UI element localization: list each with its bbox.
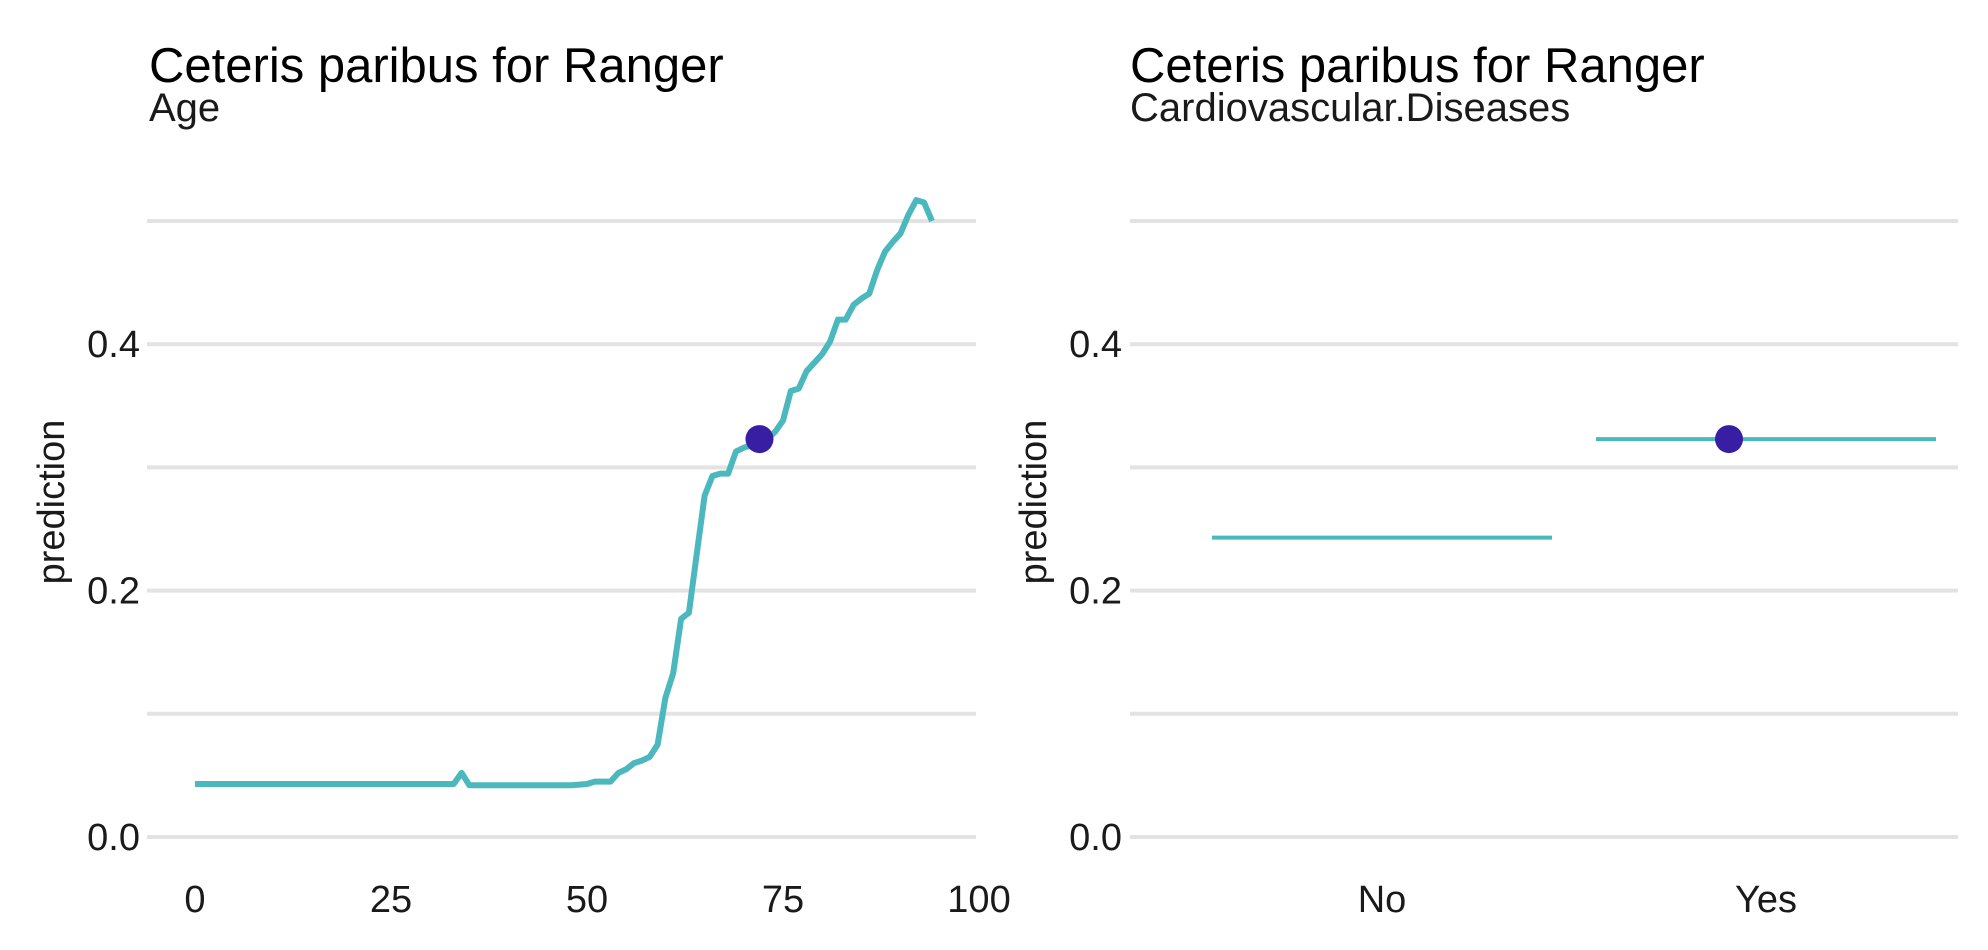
y-tick-label: 0.2 bbox=[1069, 571, 1122, 613]
x-tick-label: No bbox=[1358, 879, 1407, 921]
y-axis-label: prediction bbox=[31, 420, 73, 585]
x-tick-label: 50 bbox=[566, 879, 608, 921]
y-tick-label: 0.4 bbox=[87, 324, 140, 366]
data-marks bbox=[1212, 425, 1936, 540]
gridlines bbox=[1130, 219, 1958, 839]
x-tick-labels: No Yes bbox=[1358, 879, 1797, 921]
y-tick-label: 0.4 bbox=[1069, 324, 1122, 366]
y-tick-labels: 0.0 0.2 0.4 bbox=[87, 324, 140, 859]
panel-cardiovascular-diseases: Ceteris paribus for Ranger Cardiovascula… bbox=[1013, 39, 1958, 921]
y-tick-label: 0.0 bbox=[1069, 817, 1122, 859]
data-marks bbox=[195, 197, 935, 789]
x-tick-label: 75 bbox=[762, 879, 804, 921]
panel-title: Ceteris paribus for Ranger bbox=[1130, 39, 1705, 93]
y-tick-label: 0.0 bbox=[87, 817, 140, 859]
panel-subtitle: Cardiovascular.Diseases bbox=[1130, 86, 1570, 130]
y-axis-label: prediction bbox=[1013, 420, 1055, 585]
panel-title: Ceteris paribus for Ranger bbox=[149, 39, 724, 93]
panel-age: Ceteris paribus for Ranger Age predictio… bbox=[31, 39, 1011, 921]
observation-point bbox=[1715, 425, 1743, 454]
observation-point bbox=[745, 425, 774, 454]
gridlines bbox=[147, 219, 976, 839]
x-tick-label: 0 bbox=[184, 879, 205, 921]
x-tick-label: 25 bbox=[370, 879, 412, 921]
y-tick-labels: 0.0 0.2 0.4 bbox=[1069, 324, 1122, 859]
x-tick-label: 100 bbox=[947, 879, 1010, 921]
x-tick-label: Yes bbox=[1735, 879, 1797, 921]
series-line bbox=[195, 197, 935, 789]
y-tick-label: 0.2 bbox=[87, 571, 140, 613]
x-tick-labels: 0 25 50 75 100 bbox=[184, 879, 1010, 921]
panel-subtitle: Age bbox=[149, 86, 220, 130]
